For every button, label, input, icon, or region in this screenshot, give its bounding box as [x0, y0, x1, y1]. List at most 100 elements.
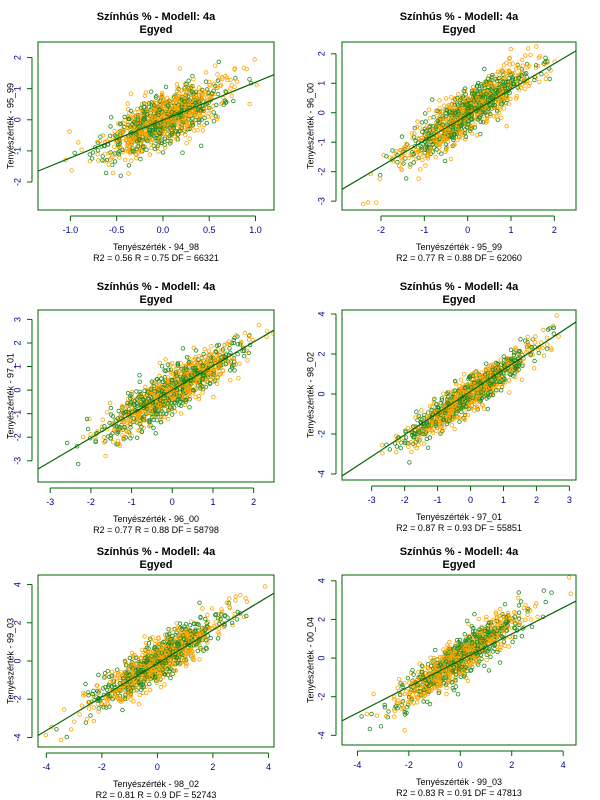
scatter-point — [409, 449, 414, 454]
scatter-point — [416, 413, 421, 419]
scatter-point — [192, 380, 197, 386]
scatter-point — [541, 327, 546, 333]
scatter-point — [128, 108, 134, 114]
scatter-point — [76, 140, 81, 145]
scatter-point — [232, 368, 237, 373]
scatter-point — [117, 132, 123, 137]
scatter-point — [449, 132, 454, 137]
scatter-point — [474, 95, 480, 101]
scatter-point — [493, 105, 498, 110]
scatter-point — [156, 149, 161, 154]
scatter-point — [152, 388, 157, 394]
scatter-point — [468, 116, 474, 122]
scatter-point — [497, 75, 502, 81]
scatter-point — [440, 428, 445, 434]
scatter-point — [498, 388, 504, 393]
scatter-point — [513, 96, 519, 101]
scatter-point — [485, 391, 491, 396]
scatter-point — [157, 99, 162, 104]
scatter-point — [420, 431, 425, 436]
scatter-point — [231, 356, 236, 361]
scatter-point — [435, 404, 440, 410]
scatter-point — [431, 114, 436, 120]
scatter-point — [511, 81, 517, 86]
scatter-point — [492, 376, 498, 382]
scatter-point — [440, 137, 446, 142]
y-tick-label: 2 — [12, 340, 22, 345]
scatter-point — [216, 77, 222, 82]
scatter-point — [422, 150, 427, 156]
scatter-point — [174, 97, 179, 103]
scatter-point — [478, 119, 483, 124]
chart-subtitle: Egyed — [139, 294, 172, 306]
scatter-point — [195, 107, 201, 112]
scatter-point — [106, 162, 111, 167]
scatter-point — [224, 99, 229, 105]
scatter-point — [451, 132, 457, 137]
scatter-point — [491, 113, 497, 119]
scatter-point — [403, 145, 408, 151]
scatter-point — [442, 158, 448, 164]
scatter-point — [416, 176, 421, 181]
scatter-point — [111, 439, 116, 445]
scatter-point — [156, 128, 162, 134]
scatter-point — [547, 76, 552, 82]
scatter-point — [162, 124, 168, 129]
scatter-point — [165, 416, 171, 422]
scatter-point — [187, 405, 192, 410]
scatter-point — [88, 431, 93, 437]
scatter-point — [232, 67, 237, 72]
scatter-point — [439, 109, 445, 114]
scatter-point — [489, 75, 495, 80]
scatter-point — [532, 358, 537, 364]
scatter-point — [551, 325, 556, 330]
scatter-point — [525, 348, 530, 353]
scatter-point — [503, 70, 509, 76]
scatter-point — [492, 84, 497, 89]
scatter-point — [156, 392, 161, 398]
scatter-point — [116, 143, 121, 148]
scatter-point — [139, 148, 144, 154]
scatter-point — [528, 52, 533, 58]
scatter-point — [518, 337, 523, 342]
scatter-point — [554, 313, 559, 318]
scatter-point — [485, 76, 491, 81]
scatter-point — [423, 163, 428, 168]
scatter-point — [510, 61, 515, 66]
scatter-point — [519, 57, 525, 63]
scatter-point — [534, 44, 539, 49]
scatter-point — [116, 429, 121, 435]
scatter-point — [406, 155, 411, 161]
scatter-point — [127, 402, 132, 407]
scatter-point — [138, 156, 143, 162]
scatter-points — [38, 57, 274, 178]
scatter-point — [452, 426, 457, 432]
scatter-point — [201, 373, 206, 378]
scatter-point — [414, 156, 419, 162]
scatter-point — [136, 137, 141, 142]
scatter-point — [198, 94, 203, 100]
scatter-point — [433, 154, 438, 160]
scatter-point — [170, 99, 175, 105]
scatter-point — [448, 94, 454, 100]
scatter-point — [231, 337, 236, 343]
scatter-point — [156, 382, 162, 387]
scatter-point — [208, 358, 214, 364]
scatter-point — [93, 436, 98, 441]
scatter-point — [437, 140, 443, 146]
scatter-point — [408, 428, 413, 433]
scatter-point — [233, 76, 238, 81]
scatter-point — [122, 157, 128, 162]
y-tick-label: 3 — [12, 317, 22, 322]
y-tick-label: 1 — [12, 86, 22, 91]
scatter-point — [108, 405, 114, 411]
scatter-point — [132, 402, 137, 407]
x-tick-label: -3 — [46, 497, 54, 507]
scatter-point — [186, 387, 191, 393]
scatter-point — [126, 116, 132, 122]
scatter-point — [145, 102, 150, 107]
scatter-point — [533, 63, 539, 68]
scatter-point — [128, 396, 133, 401]
scatter-point — [497, 100, 503, 106]
scatter-point — [182, 93, 187, 98]
